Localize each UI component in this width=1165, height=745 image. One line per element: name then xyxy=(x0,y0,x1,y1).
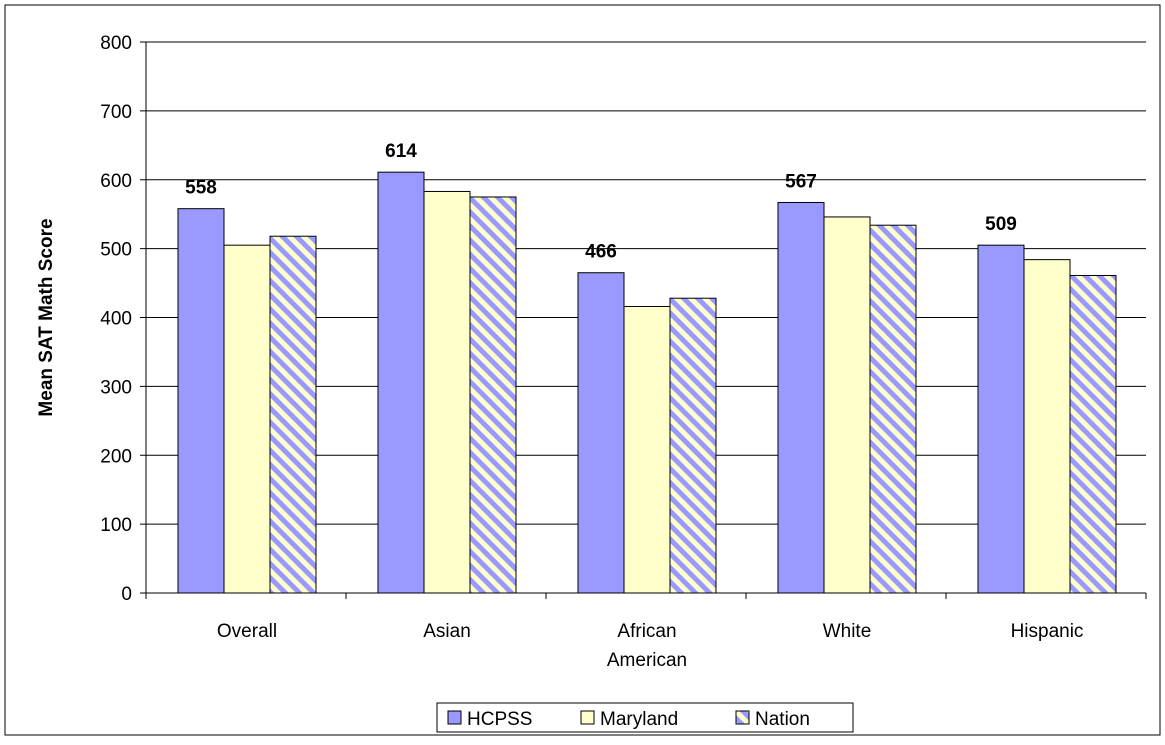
x-tick-label: Asian xyxy=(423,621,471,642)
data-label: 509 xyxy=(985,214,1017,235)
legend-box xyxy=(436,702,854,733)
x-tick-label: Hispanic xyxy=(1011,621,1084,642)
legend-label-nation: Nation xyxy=(755,709,810,730)
x-tick-label: African American xyxy=(607,621,687,671)
bar-maryland-asian xyxy=(423,190,471,594)
bar-maryland-white xyxy=(823,216,871,594)
y-axis-title: Mean SAT Math Score xyxy=(36,218,57,416)
x-tick-label: Overall xyxy=(217,621,277,642)
bar-hcpss-white xyxy=(777,201,825,594)
data-label: 558 xyxy=(185,178,217,199)
legend-label-hcpss: HCPSS xyxy=(467,709,532,730)
bar-nation-white xyxy=(869,224,917,594)
bar-nation-african-american xyxy=(669,297,717,594)
legend-swatch-nation xyxy=(735,710,750,725)
bar-nation-hispanic xyxy=(1069,274,1117,594)
bar-maryland-african-american xyxy=(623,305,671,594)
y-tick-label: 700 xyxy=(100,102,132,123)
data-label: 614 xyxy=(385,141,417,162)
y-tick-label: 100 xyxy=(100,515,132,536)
y-tick-label: 0 xyxy=(121,584,132,605)
x-tick-label: White xyxy=(823,621,872,642)
data-label: 466 xyxy=(585,242,617,263)
legend-swatch-maryland xyxy=(580,710,595,725)
data-label: 567 xyxy=(785,171,817,192)
bar-maryland-hispanic xyxy=(1023,259,1071,594)
y-tick-label: 800 xyxy=(100,33,132,54)
bar-hcpss-african-american xyxy=(577,272,625,594)
bar-hcpss-overall xyxy=(177,208,225,594)
bar-hcpss-asian xyxy=(377,171,425,594)
y-tick-label: 300 xyxy=(100,377,132,398)
bar-hcpss-hispanic xyxy=(977,244,1025,594)
bar-nation-asian xyxy=(469,196,517,594)
y-tick-label: 200 xyxy=(100,446,132,467)
y-tick-label: 600 xyxy=(100,171,132,192)
y-tick-label: 400 xyxy=(100,309,132,330)
legend-label-maryland: Maryland xyxy=(600,709,678,730)
bar-nation-overall xyxy=(269,235,317,594)
y-tick-label: 500 xyxy=(100,240,132,261)
bar-maryland-overall xyxy=(223,244,271,594)
legend-swatch-hcpss xyxy=(447,710,462,725)
